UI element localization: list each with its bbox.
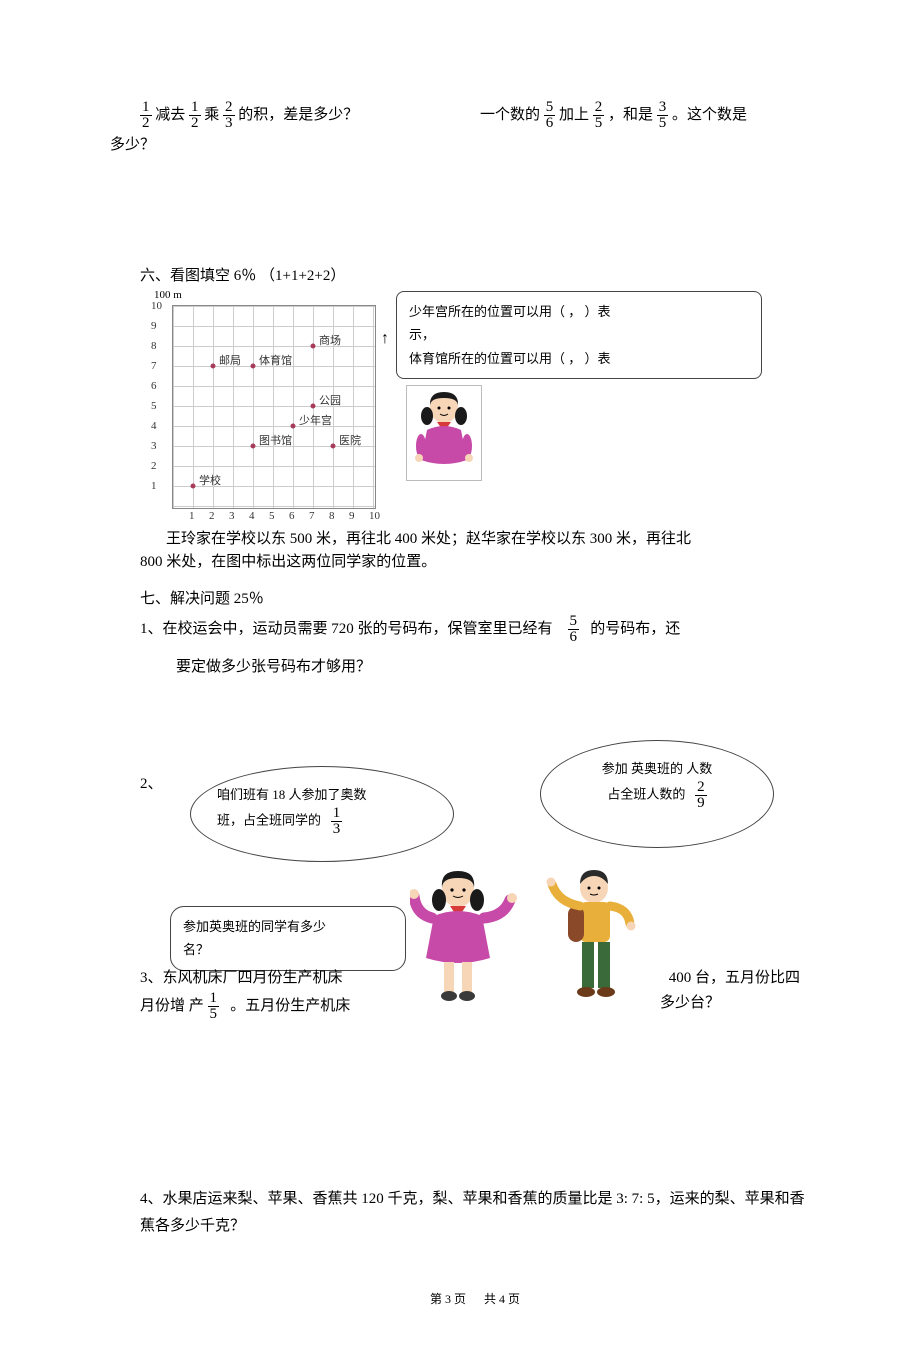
speech-bubble: 少年宫所在的位置可以用（ ， ）表 示， 体育馆所在的位置可以用（ ， ）表 <box>396 291 762 379</box>
text: 。这个数是 <box>672 107 747 123</box>
grid-y-tick: 10 <box>151 300 162 312</box>
text: ，和是 <box>608 107 653 123</box>
q7-1: 1、在校运会中，运动员需要 720 张的号码布，保管室里已经有 56 的号码布，… <box>140 614 810 676</box>
grid-y-tick: 5 <box>151 400 157 412</box>
grid-point <box>191 484 196 489</box>
q2-number: 2、 <box>140 772 163 793</box>
fraction: 15 <box>208 991 220 1022</box>
grid-x-tick: 6 <box>289 510 295 522</box>
fraction: 13 <box>331 806 343 837</box>
text: 减去 <box>155 107 185 123</box>
section-6-title: 六、看图填空 6％ （1+1+2+2） <box>140 264 810 285</box>
grid-point-label: 公园 <box>319 392 341 408</box>
grid-x-tick: 7 <box>309 510 315 522</box>
grid-y-tick: 9 <box>151 320 157 332</box>
text: 月份增 产 15 。五月份生产机床 <box>140 991 350 1022</box>
grid-point-label: 图书馆 <box>259 432 292 448</box>
q7-4: 4、水果店运来梨、苹果、香蕉共 120 千克，梨、苹果和香蕉的质量比是 3: 7… <box>140 1186 810 1240</box>
grid-x-tick: 5 <box>269 510 275 522</box>
girl-character-icon <box>409 388 479 478</box>
grid-y-tick: 1 <box>151 480 157 492</box>
section-7-title: 七、解决问题 25％ <box>140 587 810 608</box>
text: 400 台，五月份比四 <box>669 966 800 987</box>
grid-x-tick: 8 <box>329 510 335 522</box>
fraction: 56 <box>544 100 556 131</box>
north-arrow-icon: ↑ <box>381 330 389 348</box>
grid-point <box>331 444 336 449</box>
bubble-line: 体育馆所在的位置可以用（ ， ）表 <box>409 347 749 370</box>
fraction: 12 <box>189 100 201 131</box>
text: 的号码布，还 <box>590 621 680 637</box>
speech-bubble-girl: 咱们班有 18 人参加了奥数 班，占全班同学的 13 <box>190 766 454 862</box>
text: 乘 <box>204 107 219 123</box>
q7-3: 3、东风机床厂四月份生产机床 400 台，五月份比四 月份增 产 15 。五月份… <box>140 966 810 1022</box>
fraction: 12 <box>140 100 152 131</box>
grid-y-tick: 3 <box>151 440 157 452</box>
grid-point-label: 邮局 <box>219 352 241 368</box>
text: 要定做多少张号码布才够用？ <box>176 655 810 676</box>
grid-point <box>291 424 296 429</box>
grid-point-label: 医院 <box>339 432 361 448</box>
grid-x-tick: 1 <box>189 510 195 522</box>
fraction: 23 <box>223 100 235 131</box>
grid-point <box>251 364 256 369</box>
grid-x-tick: 3 <box>229 510 235 522</box>
speech-bubble-boy: 参加 英奥班的 人数 占全班人数的 29 <box>540 740 774 848</box>
grid-point <box>211 364 216 369</box>
top-q2-tail: 多少？ <box>110 133 810 154</box>
text: 咱们班有 18 人参加了奥数 <box>217 785 427 806</box>
speech-bubble-bottom: 参加英奥班的同学有多少 名？ <box>170 906 406 971</box>
page-footer: 第 3 页 共 4 页 <box>140 1290 810 1307</box>
grid-y-tick: 7 <box>151 360 157 372</box>
grid-y-tick: 4 <box>151 420 157 432</box>
grid-x-tick: 4 <box>249 510 255 522</box>
text: 占全班人数的 29 <box>567 780 747 811</box>
text: 参加英奥班的同学有多少 <box>183 915 393 938</box>
grid-x-tick: 9 <box>349 510 355 522</box>
text: 加上 <box>559 107 589 123</box>
text: 班，占全班同学的 13 <box>217 806 427 837</box>
text: 多少台？ <box>660 991 720 1012</box>
fraction: 56 <box>568 614 580 645</box>
q7-2: 2、 咱们班有 18 人参加了奥数 班，占全班同学的 13 参加 英奥班的 人数… <box>140 766 810 1066</box>
text: 参加 英奥班的 人数 <box>567 759 747 780</box>
grid-point <box>311 344 316 349</box>
page-total: 共 4 页 <box>484 1292 520 1306</box>
grid-x-tick: 10 <box>369 510 380 522</box>
sec6-desc-b: 800 米处，在图中标出这两位同学家的位置。 <box>140 550 810 571</box>
grid-point-label: 商场 <box>319 332 341 348</box>
text: 的积，差是多少？ <box>238 107 358 123</box>
top-q1: 12 减去 12 乘 23 的积，差是多少？ <box>140 100 440 131</box>
fraction: 29 <box>695 780 707 811</box>
grid-point <box>251 444 256 449</box>
grid-point-label: 体育馆 <box>259 352 292 368</box>
grid-point-label: 学校 <box>199 472 221 488</box>
grid-point <box>311 404 316 409</box>
top-q2: 一个数的 56 加上 25 ，和是 35 。这个数是 <box>480 100 810 131</box>
coordinate-grid: ↑ 1098765432112345678910学校邮局体育馆商场公园少年宫图书… <box>172 305 376 509</box>
text: 1、在校运会中，运动员需要 720 张的号码布，保管室里已经有 <box>140 621 553 637</box>
grid-point-label: 少年宫 <box>299 412 332 428</box>
sec6-desc-a: 王玲家在学校以东 500 米，再往北 400 米处；赵华家在学校以东 300 米… <box>166 527 810 548</box>
text: 名？ <box>183 938 393 961</box>
grid-x-tick: 2 <box>209 510 215 522</box>
bubble-line: 示， <box>409 323 749 346</box>
fraction: 25 <box>593 100 605 131</box>
bubble-line: 少年宫所在的位置可以用（ ， ）表 <box>409 300 749 323</box>
text: 一个数的 <box>480 107 540 123</box>
fraction: 35 <box>657 100 669 131</box>
grid-y-tick: 8 <box>151 340 157 352</box>
text: 3、东风机床厂四月份生产机床 <box>140 966 343 987</box>
page-current: 第 3 页 <box>430 1292 466 1306</box>
grid-y-tick: 2 <box>151 460 157 472</box>
grid-y-tick: 6 <box>151 380 157 392</box>
